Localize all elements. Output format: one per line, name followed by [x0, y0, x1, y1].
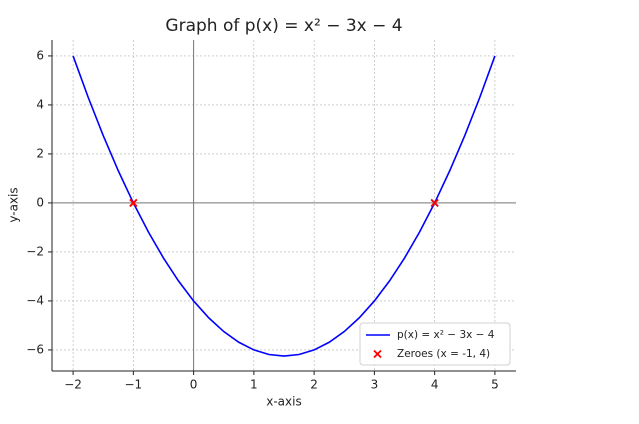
y-axis-label: y-axis: [7, 187, 21, 222]
x-tick-label: 0: [190, 378, 198, 392]
legend-swatch: [373, 349, 382, 359]
legend-label: Zeroes (x = -1, 4): [397, 348, 490, 360]
y-tick-label: −6: [26, 342, 44, 356]
legend-box: [359, 322, 511, 366]
chart-title: Graph of p(x) = x² − 3x − 4: [165, 16, 402, 36]
y-tick-label: 2: [36, 146, 44, 160]
y-tick-label: 4: [36, 97, 44, 111]
x-tick-label: 4: [431, 378, 439, 392]
curve: [72, 55, 496, 357]
x-tick-label: −1: [124, 378, 142, 392]
zero-marker: [129, 198, 138, 208]
zero-marker: [430, 198, 439, 208]
x-axis-label: x-axis: [266, 395, 301, 409]
x-tick-label: 3: [371, 378, 379, 392]
x-tick-label: 1: [250, 378, 258, 392]
x-tick-label: −2: [64, 378, 82, 392]
legend-label: p(x) = x² − 3x − 4: [397, 329, 495, 341]
y-tick-label: −4: [26, 293, 44, 307]
x-tick-label: 5: [491, 378, 499, 392]
y-tick-label: 6: [36, 48, 44, 62]
x-tick-label: 2: [310, 378, 318, 392]
y-tick-label: 0: [36, 195, 44, 209]
y-tick-label: −2: [26, 244, 44, 258]
